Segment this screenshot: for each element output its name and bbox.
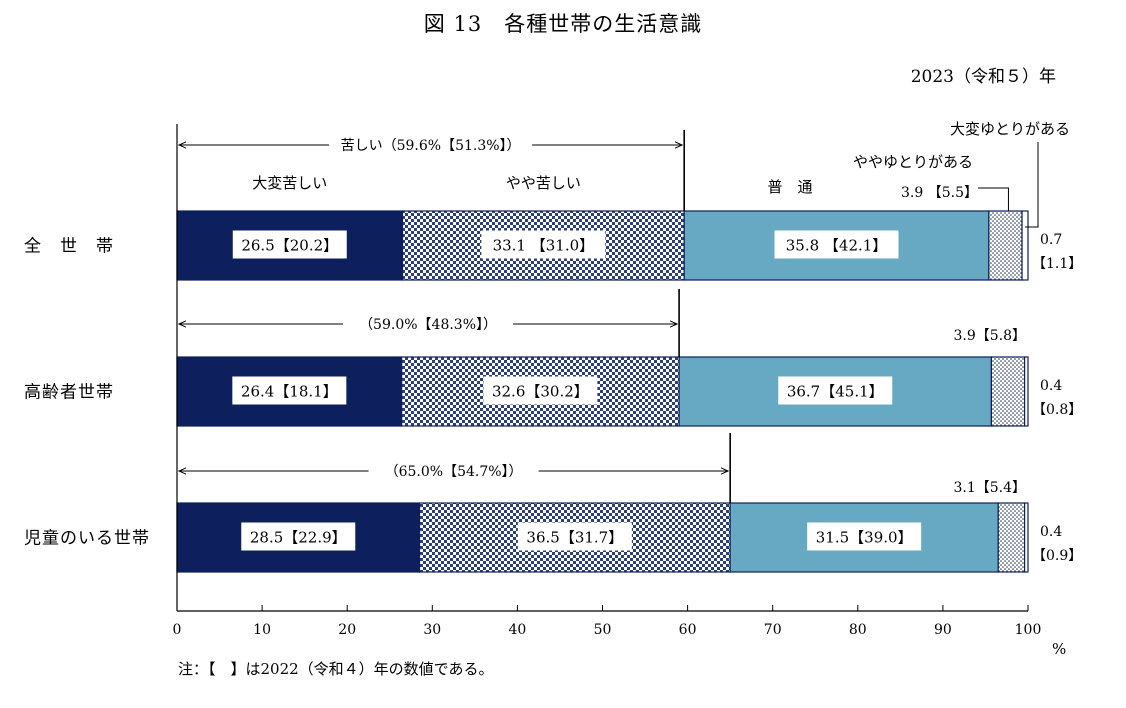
data-label: 26.5【20.2】 bbox=[241, 237, 338, 255]
bracket-label: （59.0%【48.3%】） bbox=[359, 317, 497, 333]
small-value-label: 0.7 bbox=[1040, 232, 1062, 248]
data-label: 32.6【30.2】 bbox=[492, 383, 589, 401]
data-label: 33.1 【31.0】 bbox=[493, 237, 595, 255]
bar-segment bbox=[1021, 210, 1029, 281]
leader-line bbox=[978, 187, 1009, 211]
chart-title: 図 13 各種世帯の生活意識 bbox=[423, 12, 703, 36]
data-label-box bbox=[778, 376, 893, 405]
data-label-box bbox=[774, 230, 899, 259]
small-value-label: 0.4 bbox=[1040, 524, 1062, 540]
x-tick-label: 20 bbox=[338, 622, 356, 638]
bar-segment bbox=[1023, 502, 1029, 573]
x-tick-label: 10 bbox=[253, 622, 271, 638]
bar-segment bbox=[988, 210, 1023, 281]
x-tick-label: 90 bbox=[934, 622, 952, 638]
data-label-box bbox=[481, 230, 606, 259]
small-value-label: 3.1【5.4】 bbox=[953, 480, 1026, 496]
data-label: 36.7【45.1】 bbox=[787, 383, 884, 401]
x-tick-label: 40 bbox=[508, 622, 526, 638]
bar-segment bbox=[997, 502, 1026, 573]
x-tick-label: 50 bbox=[594, 622, 612, 638]
data-label-box bbox=[241, 522, 356, 551]
bracket-label: （65.0%【54.7%】） bbox=[385, 464, 523, 480]
legend-label: やや苦しい bbox=[506, 174, 581, 192]
legend-label: 普 通 bbox=[767, 178, 812, 196]
small-value-label: 3.9 【5.5】 bbox=[901, 185, 978, 201]
row-label: 全 世 帯 bbox=[24, 237, 114, 257]
small-value-label: 【1.1】 bbox=[1032, 256, 1082, 272]
data-label: 31.5【39.0】 bbox=[816, 529, 913, 547]
row-label: 児童のいる世帯 bbox=[24, 529, 150, 549]
legend-label: 大変ゆとりがある bbox=[950, 120, 1070, 138]
x-tick-label: 80 bbox=[849, 622, 867, 638]
footnote: 注：【 】は2022（令和４）年の数値である。 bbox=[178, 660, 494, 678]
legend-label: 大変苦しい bbox=[252, 174, 327, 192]
bar-segment bbox=[990, 356, 1026, 427]
x-tick-label: 70 bbox=[764, 622, 782, 638]
data-label-box bbox=[483, 376, 598, 405]
data-label-box bbox=[807, 522, 922, 551]
bracket-label: 苦しい（59.6%【51.3%】） bbox=[341, 138, 521, 154]
data-label: 28.5【22.9】 bbox=[250, 529, 347, 547]
data-label-box bbox=[517, 522, 632, 551]
x-tick-label: 30 bbox=[423, 622, 441, 638]
data-label-box bbox=[232, 230, 347, 259]
small-value-label: 【0.8】 bbox=[1032, 402, 1082, 418]
small-value-label: 0.4 bbox=[1040, 378, 1062, 394]
data-label-box bbox=[232, 376, 347, 405]
x-tick-label: 60 bbox=[679, 622, 697, 638]
small-value-label: 3.9【5.8】 bbox=[953, 328, 1026, 344]
data-label: 36.5【31.7】 bbox=[526, 529, 623, 547]
x-tick-label: 0 bbox=[173, 622, 182, 638]
row-label: 高齢者世帯 bbox=[24, 383, 114, 403]
leader-line bbox=[1025, 142, 1039, 228]
unit-label: % bbox=[1052, 640, 1067, 658]
legend-label: ややゆとりがある bbox=[853, 153, 973, 171]
year-label: 2023（令和５）年 bbox=[910, 67, 1056, 87]
small-value-label: 【0.9】 bbox=[1032, 548, 1082, 564]
data-label: 26.4【18.1】 bbox=[241, 383, 338, 401]
bar-segment bbox=[1023, 356, 1029, 427]
data-label: 35.8 【42.1】 bbox=[786, 237, 888, 255]
x-tick-label: 100 bbox=[1015, 622, 1042, 638]
